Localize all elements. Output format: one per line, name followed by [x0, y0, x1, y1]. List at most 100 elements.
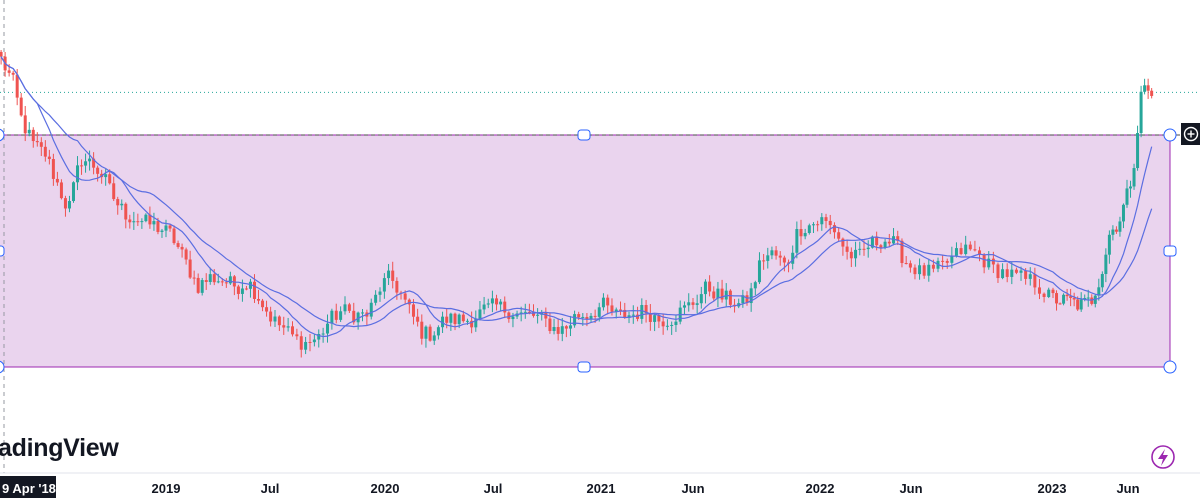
candle-down	[188, 259, 192, 278]
candle-up	[954, 248, 958, 256]
candle-up	[631, 314, 635, 316]
candle-up	[369, 302, 373, 317]
candle-down	[265, 307, 269, 312]
candle-down	[31, 129, 35, 142]
candle-up	[200, 280, 204, 293]
candle-down	[128, 219, 132, 223]
horizontal-lines-layer	[0, 0, 1200, 473]
lightning-icon[interactable]	[1151, 445, 1175, 469]
candle-up	[866, 247, 870, 250]
moving-average-20	[0, 56, 1153, 328]
candle-up	[1125, 188, 1129, 205]
candle-down	[1058, 303, 1062, 305]
candle-up	[858, 248, 862, 250]
candle-down	[156, 221, 160, 232]
candle-up	[927, 264, 931, 276]
candle-up	[560, 326, 564, 334]
candle-down	[168, 225, 172, 229]
candle-up	[795, 229, 799, 253]
candle-down	[945, 260, 949, 263]
candle-up	[573, 314, 577, 326]
candle-down	[1076, 299, 1080, 310]
candle-up	[1132, 168, 1136, 187]
candle-down	[648, 313, 652, 322]
box-edge-handle[interactable]	[577, 129, 591, 141]
candle-down	[900, 240, 904, 264]
candle-up	[699, 294, 703, 304]
candle-down	[244, 288, 248, 290]
candle-up	[536, 314, 540, 316]
candle-up	[1097, 287, 1101, 296]
icons-layer	[1151, 123, 1200, 469]
box-corner-handle[interactable]	[0, 360, 5, 374]
range-box[interactable]	[0, 134, 1171, 368]
candle-up	[803, 232, 807, 237]
candle-up	[132, 221, 136, 223]
candle-down	[395, 280, 399, 293]
box-edge-handle[interactable]	[577, 361, 591, 373]
candle-up	[1010, 269, 1014, 277]
lightning-bolt	[1158, 449, 1168, 466]
x-tick-label: 2023	[1038, 481, 1067, 496]
candle-down	[1024, 270, 1028, 279]
candle-up	[339, 311, 343, 320]
box-edge-handle[interactable]	[1163, 245, 1177, 257]
moving-average-10	[0, 56, 1153, 338]
candle-down	[887, 241, 891, 244]
candle-up	[1129, 186, 1133, 189]
candle-down	[80, 165, 84, 167]
candle-down	[11, 72, 15, 75]
box-corner-handle[interactable]	[1163, 128, 1177, 142]
box-corner-handle[interactable]	[0, 128, 5, 142]
candle-up	[854, 249, 858, 259]
box-edge-handle[interactable]	[0, 245, 5, 257]
candle-down	[116, 199, 120, 206]
candle-up	[741, 295, 745, 304]
plus-circle-icon[interactable]	[1181, 123, 1200, 145]
candle-down	[416, 316, 420, 322]
candle-up	[67, 201, 71, 209]
candle-up	[682, 305, 686, 308]
candle-down	[257, 298, 261, 301]
candle-up	[687, 302, 691, 306]
candle-down	[1055, 293, 1059, 304]
candle-up	[1143, 85, 1147, 92]
candle-down	[996, 264, 1000, 279]
candle-up	[164, 225, 168, 231]
candle-down	[841, 238, 845, 247]
candle-down	[282, 325, 286, 328]
candle-down	[548, 318, 552, 331]
candle-up	[76, 165, 80, 183]
candle-down	[180, 246, 184, 250]
candle-up	[1062, 294, 1066, 304]
candle-up	[670, 324, 674, 326]
candle-up	[695, 303, 699, 305]
candle-down	[55, 178, 59, 183]
candle-up	[987, 258, 991, 268]
candle-down	[148, 214, 152, 225]
candle-up	[1136, 133, 1140, 169]
candle-down	[931, 264, 935, 269]
candle-up	[304, 341, 308, 350]
x-tick-label: Jul	[484, 481, 503, 496]
candle-down	[1051, 289, 1055, 294]
candle-down	[411, 304, 415, 317]
candle-up	[1079, 299, 1083, 310]
candle-down	[347, 304, 351, 311]
candle-up	[474, 318, 478, 328]
candle-up	[486, 303, 490, 305]
candle-down	[252, 281, 256, 299]
candle-up	[441, 316, 445, 328]
candle-up	[120, 203, 124, 206]
x-tick-label: 2019	[152, 481, 181, 496]
candle-down	[610, 305, 614, 312]
candle-down	[982, 254, 986, 268]
candle-up	[361, 312, 364, 314]
candle-down	[43, 146, 47, 157]
candle-down	[124, 203, 128, 220]
candle-down	[35, 141, 39, 143]
candle-up	[757, 260, 761, 283]
box-corner-handle[interactable]	[1163, 360, 1177, 374]
